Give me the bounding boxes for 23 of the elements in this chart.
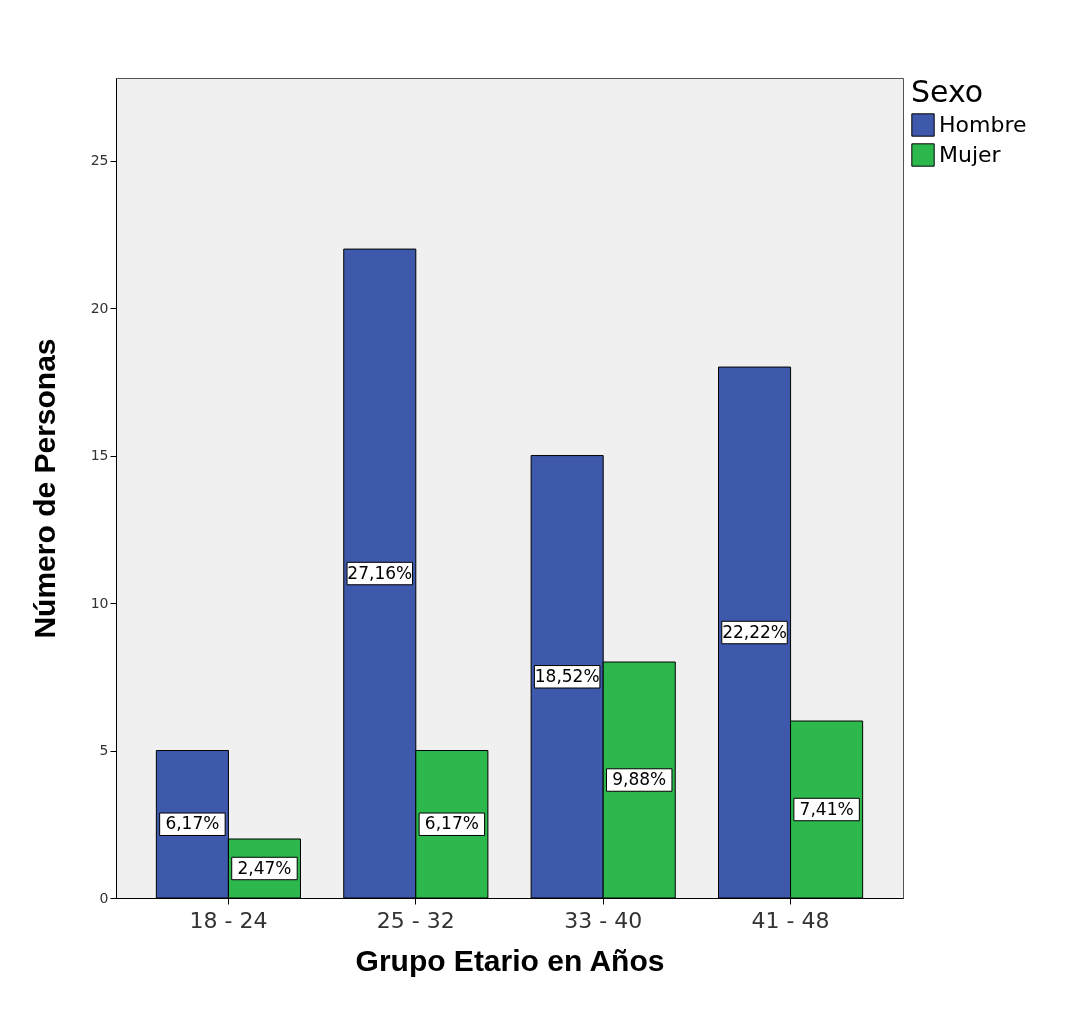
x-tick-label: 18 - 24	[189, 907, 268, 933]
x-axis-title: Grupo Etario en Años	[355, 943, 665, 977]
annotation: 22,22%	[722, 621, 787, 642]
y-tick-label: 25	[90, 152, 109, 169]
y-tick-label: 20	[90, 299, 109, 316]
legend-label: Mujer	[939, 142, 1002, 167]
annotation: 9,88%	[612, 769, 667, 790]
legend-title: Sexo	[911, 74, 984, 109]
annotation: 6,17%	[165, 813, 220, 834]
annotation: 6,17%	[424, 813, 479, 834]
y-tick-label: 0	[99, 889, 109, 906]
annotation: 27,16%	[347, 562, 413, 583]
y-axis-title: Número de Personas	[27, 338, 61, 639]
annotation: 7,41%	[799, 798, 854, 819]
x-tick-label: 33 - 40	[564, 907, 643, 933]
annotation: 18,52%	[534, 665, 600, 686]
x-tick-label: 25 - 32	[376, 907, 455, 933]
y-tick-label: 10	[90, 594, 109, 611]
y-tick-label: 15	[90, 447, 109, 464]
x-tick-label: 41 - 48	[751, 907, 830, 933]
y-tick-label: 5	[99, 742, 109, 759]
annotation: 2,47%	[237, 857, 292, 878]
legend-label: Hombre	[939, 112, 1027, 137]
